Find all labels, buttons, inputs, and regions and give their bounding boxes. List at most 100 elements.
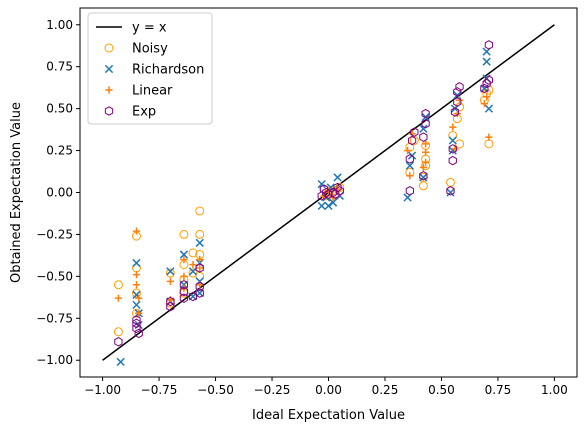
y-tick-label: 1.00 (46, 18, 73, 32)
point-linear (189, 261, 197, 269)
point-exp (333, 182, 342, 193)
point-exp (179, 286, 189, 297)
point-linear (480, 100, 488, 108)
x-tick-label: −0.50 (197, 383, 234, 397)
point-exp (114, 337, 123, 347)
y-tick-label: −0.75 (36, 311, 73, 325)
point-exp (421, 108, 430, 119)
point-linear (485, 133, 493, 141)
x-tick-label: −0.25 (254, 383, 291, 397)
point-exp (410, 127, 419, 137)
legend: y = x Noisy Richardson Linear Exp (87, 12, 213, 125)
point-exp (166, 301, 175, 312)
point-linear (132, 271, 141, 279)
point-linear (180, 272, 188, 280)
point-exp (179, 293, 189, 303)
y-tick-label: −0.50 (36, 269, 73, 283)
point-exp (484, 40, 494, 50)
point-richardson (421, 112, 430, 122)
point-exp (419, 170, 428, 181)
point-noisy (445, 177, 455, 187)
point-noisy (195, 229, 205, 239)
point-linear (455, 96, 464, 104)
point-linear (135, 309, 143, 317)
point-exp (195, 263, 204, 273)
point-exp (455, 82, 464, 92)
point-richardson (166, 267, 175, 276)
point-exp (484, 75, 494, 85)
point-richardson (419, 173, 428, 182)
point-linear (132, 227, 141, 235)
point-linear (180, 255, 188, 264)
point-linear (196, 264, 204, 272)
point-exp (448, 155, 457, 166)
point-linear (132, 281, 141, 289)
point-richardson (132, 300, 141, 310)
point-richardson (333, 173, 342, 182)
point-linear (483, 93, 491, 101)
x-axis-label: Ideal Expectation Value (252, 408, 405, 423)
point-noisy (179, 229, 189, 239)
point-exp (195, 288, 204, 298)
point-richardson (405, 161, 414, 170)
point-richardson (482, 57, 491, 66)
y-tick-label: 0.50 (46, 102, 73, 116)
x-tick-label: 0.00 (315, 383, 342, 397)
point-richardson (324, 201, 333, 211)
point-noisy (418, 181, 428, 191)
y-tick-label: 0.75 (46, 60, 73, 74)
point-linear (422, 158, 430, 166)
point-exp (331, 189, 340, 199)
y-axis-label: Obtained Expectation Value (9, 102, 24, 283)
point-exp (453, 97, 462, 107)
point-linear (422, 140, 430, 148)
point-exp (132, 318, 141, 329)
point-exp (319, 184, 329, 194)
point-noisy (484, 139, 494, 149)
legend-entry: Exp (104, 105, 156, 120)
y-tick-label: −0.25 (36, 227, 73, 241)
point-richardson (419, 124, 428, 133)
series-exp (114, 40, 494, 347)
legend-label: y = x (132, 21, 167, 36)
point-linear (419, 163, 427, 171)
point-richardson (448, 136, 457, 145)
legend-entry: Linear (105, 84, 173, 99)
point-exp (482, 78, 491, 89)
y-tick-label: −1.00 (36, 353, 73, 367)
point-linear (135, 294, 143, 302)
point-exp (405, 186, 414, 196)
point-linear (449, 123, 457, 131)
series-linear (114, 93, 493, 317)
point-exp (446, 186, 455, 196)
point-exp (132, 323, 141, 334)
legend-label: Exp (132, 105, 156, 120)
point-exp (419, 132, 428, 142)
point-richardson (446, 188, 455, 197)
point-richardson (116, 357, 125, 367)
x-tick-label: 0.25 (372, 383, 399, 397)
point-noisy (195, 206, 205, 216)
point-richardson (132, 258, 141, 268)
y-axis-ticks: −1.00 −0.75 −0.50 −0.25 0.00 0.25 0.50 0.75 1.00 (36, 18, 80, 367)
point-linear (422, 148, 430, 156)
point-noisy (113, 280, 123, 290)
point-exp (407, 135, 417, 146)
plot-marks (102, 24, 555, 367)
point-richardson (317, 201, 326, 211)
point-linear (114, 294, 123, 302)
point-richardson (188, 267, 198, 276)
point-noisy (335, 182, 345, 192)
legend-label: Linear (132, 84, 173, 99)
point-linear (403, 146, 412, 155)
point-exp (166, 296, 175, 307)
point-richardson (328, 198, 338, 207)
point-exp (405, 154, 414, 164)
point-noisy (131, 288, 141, 298)
x-axis-ticks: −1.00 −0.75 −0.50 −0.25 0.00 0.25 0.50 0.75 1.00 (84, 377, 568, 397)
point-linear (196, 255, 204, 264)
point-exp (450, 107, 460, 117)
legend-entry: y = x (96, 21, 167, 36)
y-tick-label: 0.00 (46, 186, 73, 200)
